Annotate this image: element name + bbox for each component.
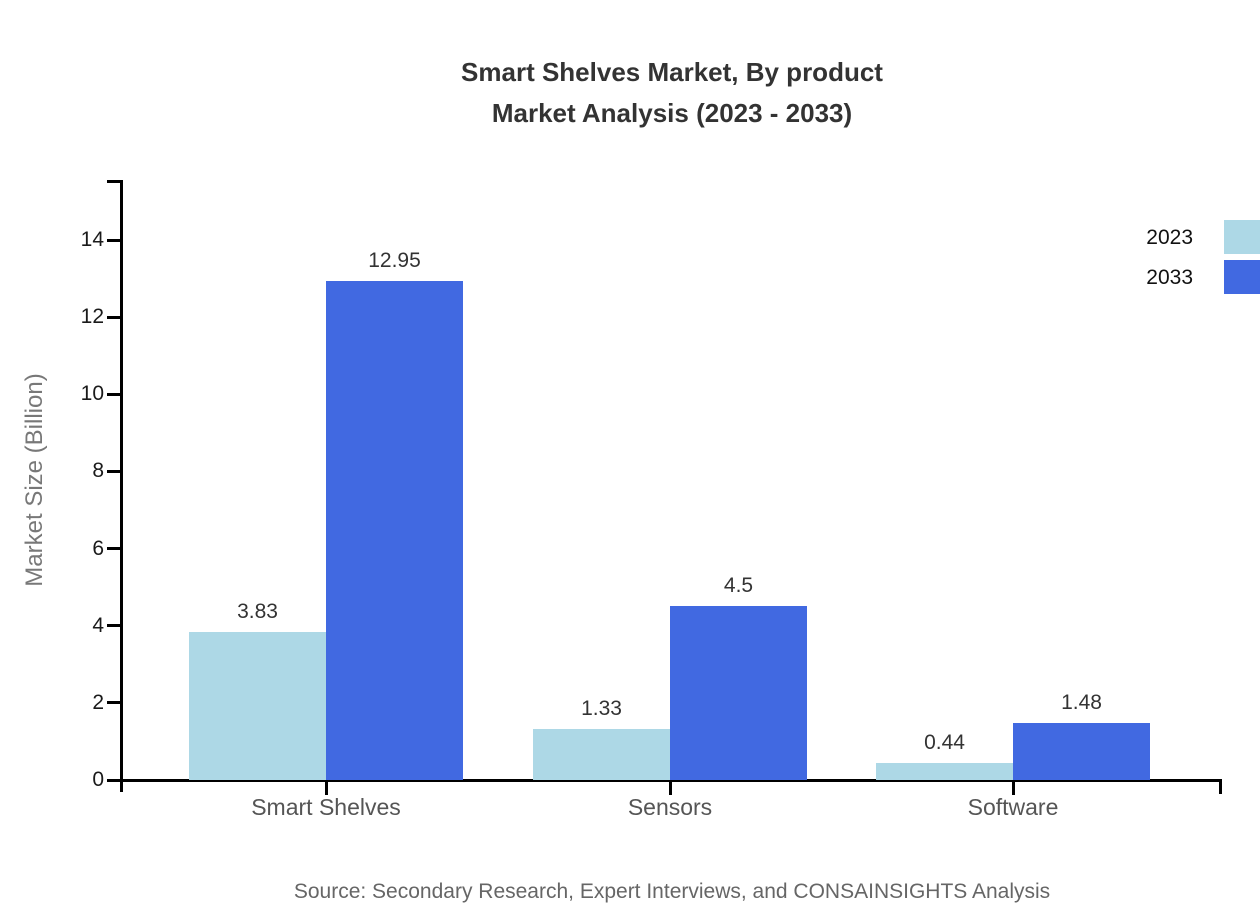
chart-title-line2: Market Analysis (2023 - 2033) <box>491 98 853 128</box>
y-tick <box>107 701 121 705</box>
value-label-2033-2: 1.48 <box>1061 690 1102 714</box>
category-label-2: Software <box>967 794 1059 820</box>
bar-2023-1 <box>533 728 670 780</box>
bar-2033-1 <box>670 606 807 780</box>
bar-2023-0 <box>189 632 326 780</box>
category-label-1: Sensors <box>627 794 713 820</box>
y-tick <box>107 238 121 242</box>
y-tick-label: 12 <box>80 305 104 329</box>
y-tick-label: 6 <box>92 536 104 560</box>
chart-title: Smart Shelves Market, By product Market … <box>122 52 1222 134</box>
value-label-2023-0: 3.83 <box>237 600 278 624</box>
bar-2033-2 <box>1013 722 1150 780</box>
y-tick-label: 14 <box>80 228 104 251</box>
y-tick <box>107 547 121 551</box>
y-tick-label: 10 <box>80 382 104 406</box>
source-note: Source: Secondary Research, Expert Inter… <box>293 880 1051 903</box>
bar-2023-2 <box>876 763 1013 780</box>
y-tick <box>107 778 121 782</box>
y-tick <box>107 315 121 319</box>
bar-2033-0 <box>326 280 463 780</box>
y-tick <box>107 469 121 473</box>
value-label-2023-1: 1.33 <box>581 696 622 720</box>
y-tick <box>107 392 121 396</box>
x-axis-end-cap <box>1219 779 1222 794</box>
legend-swatch-2033 <box>1224 260 1260 294</box>
category-label-0: Smart Shelves <box>251 794 401 820</box>
y-tick-label: 2 <box>92 690 104 714</box>
value-label-2033-1: 4.5 <box>723 574 754 598</box>
y-tick <box>107 624 121 628</box>
value-label-2033-0: 12.95 <box>368 248 421 272</box>
y-tick-label: 4 <box>92 613 104 637</box>
y-tick-label: 8 <box>92 459 104 483</box>
x-tick <box>668 780 672 795</box>
legend-swatch-2023 <box>1224 220 1260 254</box>
y-axis <box>120 180 123 792</box>
x-tick <box>324 780 328 795</box>
chart-title-line1: Smart Shelves Market, By product <box>461 57 883 87</box>
y-tick-label: 0 <box>92 768 104 791</box>
value-label-2023-2: 0.44 <box>924 731 965 755</box>
legend-label-2033: 2033 <box>1146 266 1193 289</box>
y-axis-top-cap <box>107 180 121 183</box>
legend-label-2023: 2023 <box>1146 226 1193 249</box>
x-tick <box>1011 780 1015 795</box>
